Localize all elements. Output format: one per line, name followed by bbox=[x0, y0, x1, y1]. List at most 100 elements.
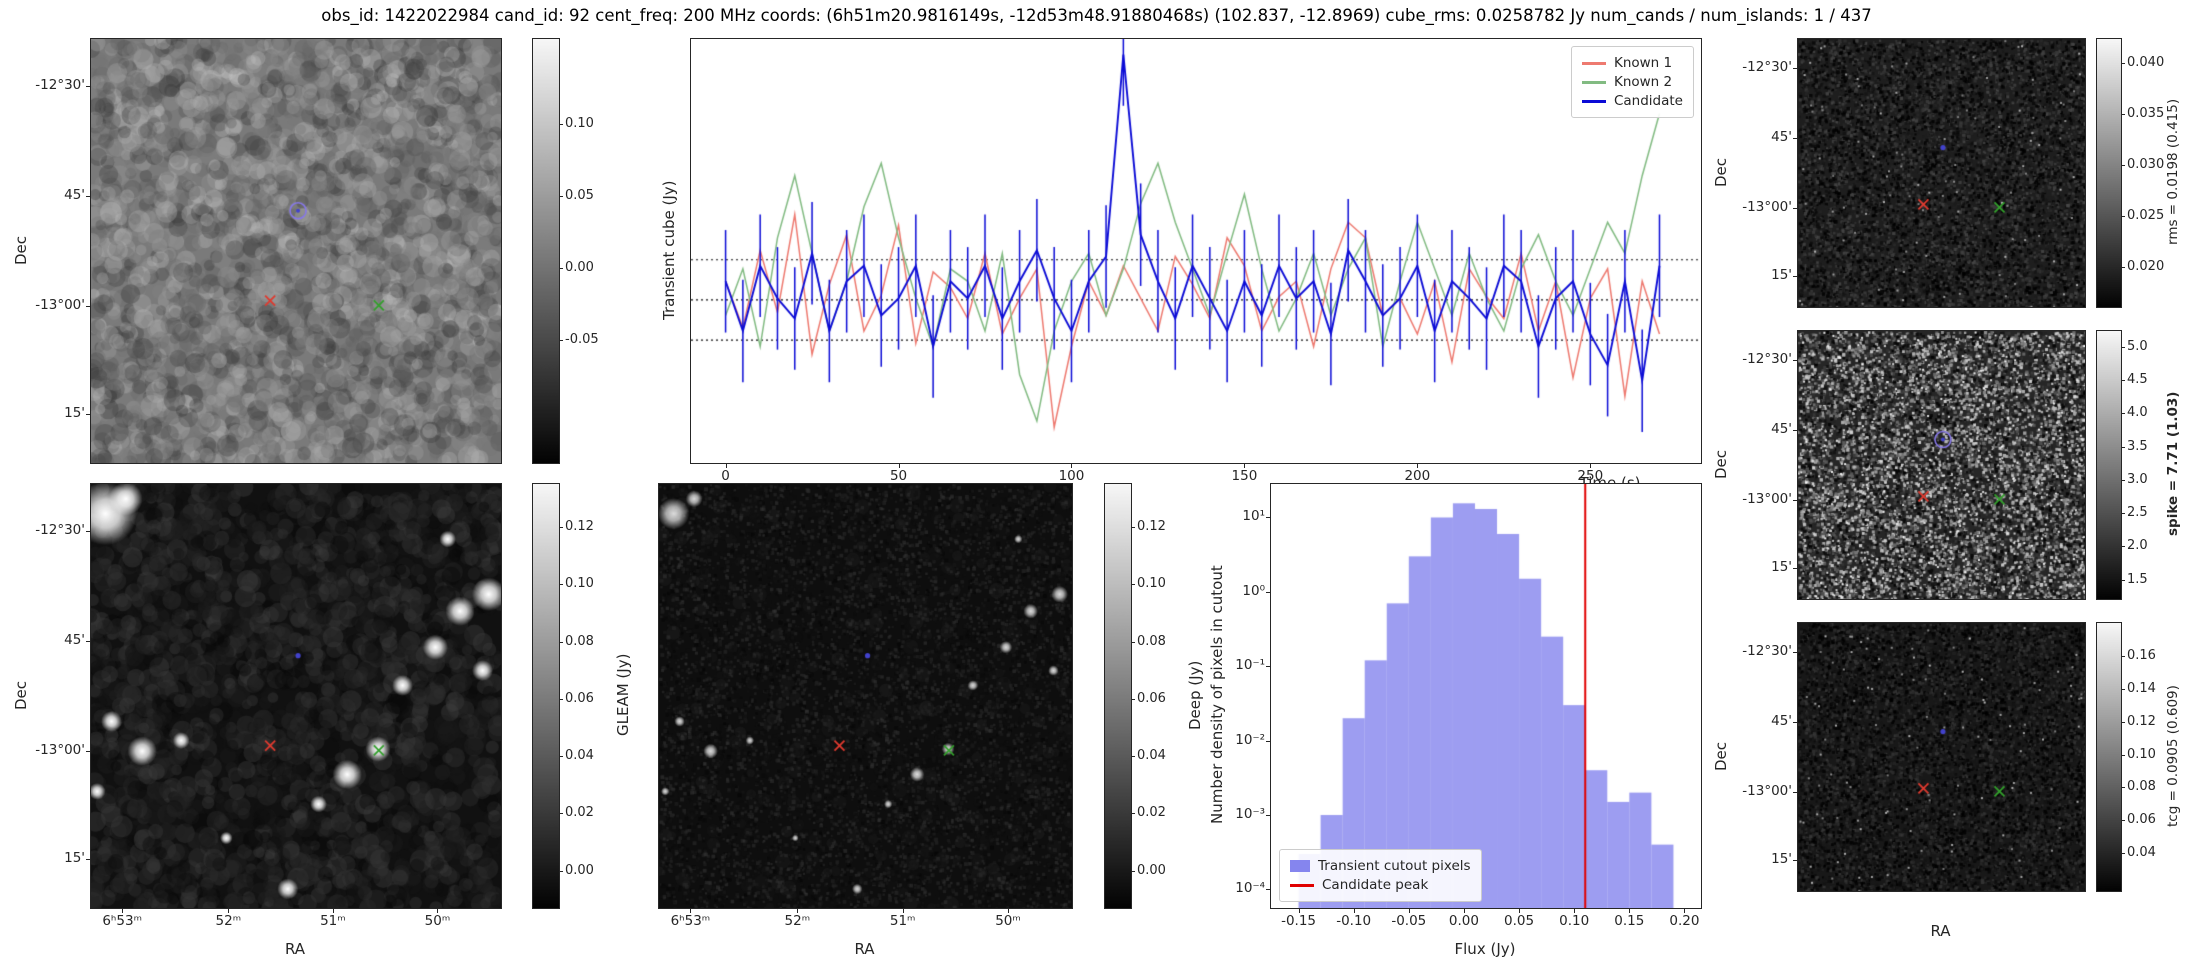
dec-tick-label: 15' bbox=[1771, 851, 1792, 868]
time-tick-label: 50 bbox=[889, 468, 908, 484]
legend-swatch bbox=[1581, 80, 1606, 84]
colorbar-tick-label: 4.0 bbox=[2127, 405, 2148, 421]
flux-tick-label: -0.15 bbox=[1281, 913, 1317, 929]
tick-mark bbox=[1131, 526, 1135, 528]
tick-mark bbox=[2121, 787, 2125, 789]
rms-metric-label: rms = 0.0198 (0.415) bbox=[2165, 98, 2181, 246]
legend-entry: Known 2 bbox=[1581, 74, 1683, 90]
spike-colorbar: 5.0 4.5 4.0 3.5 3.0 2.5 2.0 1.5 bbox=[2096, 330, 2148, 600]
dec-tick-label: 45' bbox=[1771, 129, 1792, 146]
legend-swatch bbox=[1290, 883, 1314, 887]
tick-mark bbox=[2121, 63, 2125, 65]
colorbar-tick-label: 0.04 bbox=[2127, 845, 2156, 861]
tick-mark bbox=[1408, 908, 1410, 913]
tick-mark bbox=[2121, 346, 2125, 348]
flux-tick-label: 0.05 bbox=[1504, 913, 1535, 929]
tick-mark bbox=[2121, 413, 2125, 415]
dec-tick-label: -13°00' bbox=[1742, 198, 1792, 215]
ra-tick-label: 6ʰ53ᵐ bbox=[670, 913, 711, 929]
colorbar-tick-label: 0.030 bbox=[2127, 157, 2165, 173]
tick-mark bbox=[86, 306, 90, 308]
colorbar-tick-label: 0.06 bbox=[2127, 812, 2156, 828]
tick-mark bbox=[2121, 655, 2125, 657]
tick-mark bbox=[1793, 791, 1797, 793]
tick-mark bbox=[1793, 68, 1797, 70]
pixel-histogram-plot bbox=[1271, 484, 1701, 908]
gleam-cutout-panel: -12°30' 45' -13°00' 15' 6ʰ53ᵐ 52ᵐ 51ᵐ 50ᵐ bbox=[35, 483, 502, 929]
density-tick-label: 10⁻² bbox=[1235, 731, 1265, 748]
colorbar-tick-label: 0.00 bbox=[565, 862, 594, 878]
colorbar-tick-label: 4.5 bbox=[2127, 372, 2148, 388]
tick-mark bbox=[559, 698, 563, 700]
tick-mark bbox=[2121, 579, 2125, 581]
tick-mark bbox=[1266, 591, 1270, 593]
tcg-ra-axis-label: RA bbox=[1930, 922, 1951, 940]
dec-tick-label: 15' bbox=[64, 405, 85, 422]
tick-mark bbox=[1417, 463, 1419, 468]
colorbar-tick-label: 0.02 bbox=[1137, 805, 1166, 821]
lightcurve-legend: Known 1 Known 2 Candidate bbox=[1570, 46, 1694, 118]
tick-mark bbox=[559, 124, 563, 126]
tick-mark bbox=[559, 756, 563, 758]
transient-cutout-panel: -12°30' 45' -13°00' 15' bbox=[35, 38, 502, 464]
flux-tick-label: 0.20 bbox=[1669, 913, 1700, 929]
colorbar-tick-label: 2.0 bbox=[2127, 538, 2148, 554]
ra-tick-label: 50ᵐ bbox=[424, 913, 451, 929]
legend-label: Known 1 bbox=[1613, 55, 1673, 71]
tick-mark bbox=[1590, 463, 1592, 468]
dec-tick-label: 45' bbox=[1771, 421, 1792, 438]
tick-mark bbox=[86, 195, 90, 197]
flux-tick-label: -0.05 bbox=[1391, 913, 1427, 929]
time-tick-label: 150 bbox=[1231, 468, 1258, 484]
density-tick-label: 10⁻³ bbox=[1235, 806, 1265, 823]
spike-dec-axis-label: Dec bbox=[1712, 449, 1730, 479]
colorbar-tick-label: 0.08 bbox=[565, 633, 594, 649]
tick-mark bbox=[2121, 721, 2125, 723]
spike-colorbar-gradient bbox=[2097, 331, 2121, 599]
spike-metric-label: spike = 7.71 (1.03) bbox=[2165, 391, 2181, 537]
gleam-cutout-image bbox=[91, 484, 501, 908]
gleam-colorbar-gradient bbox=[533, 484, 559, 908]
tick-mark bbox=[559, 196, 563, 198]
tick-mark bbox=[1793, 652, 1797, 654]
rms-dec-axis-label: Dec bbox=[1712, 157, 1730, 187]
ra-tick-label: 52ᵐ bbox=[215, 913, 242, 929]
lightcurve-plot bbox=[691, 39, 1701, 463]
tick-mark bbox=[122, 908, 124, 913]
time-tick-label: 250 bbox=[1577, 468, 1604, 484]
deep-colorbar-gradient bbox=[1105, 484, 1131, 908]
dec-tick-label: -12°30' bbox=[1742, 59, 1792, 76]
rms-cutout-image bbox=[1798, 39, 2085, 307]
tick-mark bbox=[725, 463, 727, 468]
tick-mark bbox=[86, 859, 90, 861]
tick-mark bbox=[2121, 267, 2125, 269]
colorbar-tick-label: 0.10 bbox=[565, 116, 594, 132]
deep-cutout-image bbox=[659, 484, 1072, 908]
ra-tick-label: 51ᵐ bbox=[320, 913, 346, 929]
tick-mark bbox=[1793, 499, 1797, 501]
tick-mark bbox=[2121, 754, 2125, 756]
colorbar-tick-label: 0.020 bbox=[2127, 259, 2165, 275]
tcg-metric-label: tcg = 0.0905 (0.609) bbox=[2165, 685, 2181, 827]
dec-tick-label: -13°00' bbox=[35, 742, 85, 759]
tick-mark bbox=[86, 640, 90, 642]
colorbar-tick-label: 0.035 bbox=[2127, 106, 2165, 122]
tick-mark bbox=[2121, 216, 2125, 218]
colorbar-tick-label: 0.06 bbox=[1137, 690, 1166, 706]
lightcurve-panel: 0 50 100 150 200 250 Known 1 Known 2 Candidate bbox=[690, 38, 1702, 484]
tcg-cutout-panel: -12°30' 45' -13°00' 15' bbox=[1742, 622, 2086, 892]
tick-mark bbox=[1131, 698, 1135, 700]
tick-mark bbox=[1684, 908, 1686, 913]
deep-colorbar-label: Deep (Jy) bbox=[1186, 660, 1204, 730]
tick-mark bbox=[1131, 641, 1135, 643]
lightcurve-y-axis-label: Transient cube (Jy) bbox=[660, 180, 678, 320]
tick-mark bbox=[1131, 756, 1135, 758]
tick-mark bbox=[1007, 908, 1009, 913]
dec-tick-label: -13°00' bbox=[1742, 490, 1792, 507]
colorbar-tick-label: 0.12 bbox=[565, 518, 594, 534]
colorbar-tick-label: 3.5 bbox=[2127, 438, 2148, 454]
colorbar-tick-label: 0.10 bbox=[565, 576, 594, 592]
tick-mark bbox=[1131, 813, 1135, 815]
rms-colorbar: 0.040 0.035 0.030 0.025 0.020 bbox=[2096, 38, 2164, 308]
deep-cutout-panel: 6ʰ53ᵐ 52ᵐ 51ᵐ 50ᵐ bbox=[658, 483, 1073, 929]
